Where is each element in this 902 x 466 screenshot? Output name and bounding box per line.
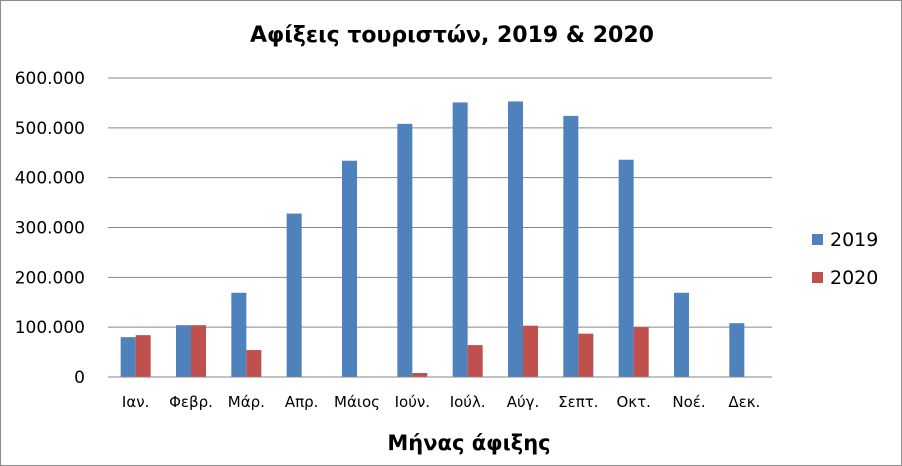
x-tick-label: Ιαν. bbox=[122, 393, 149, 411]
bars bbox=[120, 101, 745, 378]
bar-2020-6 bbox=[412, 373, 428, 377]
legend-swatch-2019 bbox=[812, 234, 823, 245]
y-tick-label: 300.000 bbox=[15, 219, 85, 239]
x-tick-label: Απρ. bbox=[285, 393, 319, 411]
bar-2020-7 bbox=[467, 345, 483, 377]
bar-2019-1 bbox=[120, 337, 136, 377]
x-tick-label: Σεπτ. bbox=[558, 393, 598, 411]
bar-2019-2 bbox=[176, 325, 191, 377]
bar-2020-9 bbox=[578, 333, 594, 377]
bar-2019-4 bbox=[286, 213, 302, 377]
y-tick-label: 600.000 bbox=[15, 69, 85, 89]
x-tick-label: Μάρ. bbox=[228, 393, 265, 411]
x-tick-label: Φεβρ. bbox=[169, 393, 213, 411]
bar-2020-8 bbox=[523, 325, 538, 377]
bar-2019-11 bbox=[674, 292, 689, 377]
bar-2019-7 bbox=[452, 102, 468, 377]
gridlines bbox=[108, 77, 772, 328]
bar-2020-10 bbox=[633, 327, 649, 377]
legend: 2019 2020 bbox=[812, 229, 878, 289]
x-tick-label: Ιούλ. bbox=[450, 393, 486, 411]
bar-2019-9 bbox=[563, 115, 579, 377]
bar-2019-5 bbox=[342, 160, 357, 377]
legend-label: 2020 bbox=[830, 267, 878, 289]
x-tick-label: Ιούν. bbox=[395, 393, 430, 411]
bar-2020-3 bbox=[246, 350, 262, 377]
bar-2019-6 bbox=[397, 123, 413, 377]
y-tick-label: 500.000 bbox=[15, 119, 85, 139]
x-tick-label: Μάιος bbox=[334, 393, 380, 411]
y-tick-label: 0 bbox=[74, 368, 85, 388]
legend-swatch-2020 bbox=[812, 272, 823, 283]
x-axis-label: Μήνας άφιξης bbox=[387, 431, 550, 455]
bar-2019-3 bbox=[231, 292, 247, 377]
bar-2019-12 bbox=[729, 323, 745, 377]
y-tick-label: 400.000 bbox=[15, 169, 85, 189]
x-tick-label: Οκτ. bbox=[616, 393, 650, 411]
y-axis-ticks: 0 100.000 200.000 300.000 400.000 500.000 600.… bbox=[15, 69, 85, 388]
legend-label: 2019 bbox=[830, 229, 878, 251]
y-tick-label: 200.000 bbox=[15, 268, 85, 288]
y-tick-label: 100.000 bbox=[15, 318, 85, 338]
x-tick-label: Αύγ. bbox=[507, 393, 540, 411]
chart-title: Αφίξεις τουριστών, 2019 & 2020 bbox=[250, 23, 654, 48]
bar-2019-10 bbox=[618, 159, 634, 377]
bar-2019-8 bbox=[508, 101, 523, 378]
x-axis-ticks: Ιαν. Φεβρ. Μάρ. Απρ. Μάιος Ιούν. Ιούλ. Αύγ. Σεπτ… bbox=[122, 393, 760, 411]
x-tick-label: Δεκ. bbox=[728, 393, 760, 411]
bar-2020-1 bbox=[135, 335, 151, 377]
x-tick-label: Νοέ. bbox=[672, 393, 705, 411]
bar-2020-2 bbox=[191, 325, 206, 377]
